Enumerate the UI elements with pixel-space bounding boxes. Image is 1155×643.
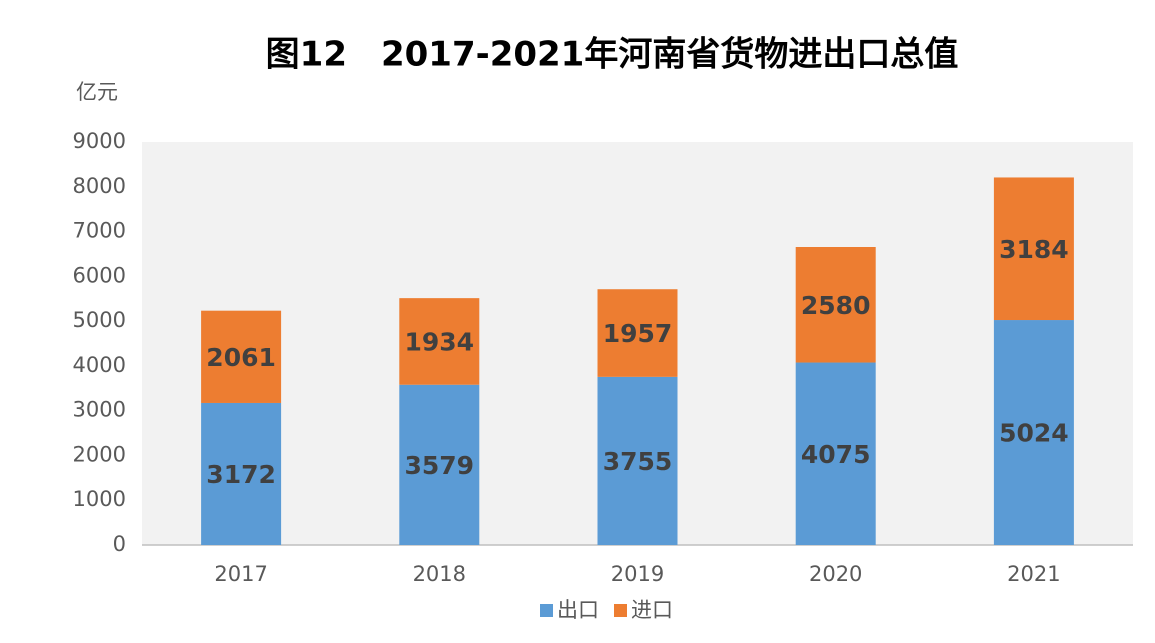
bar-segment — [795, 247, 876, 363]
legend-swatch — [614, 604, 627, 617]
y-tick-label: 0 — [113, 532, 126, 556]
data-label: 3579 — [405, 451, 475, 480]
y-tick-label: 8000 — [73, 174, 126, 198]
data-label: 2580 — [801, 291, 871, 320]
y-tick-label: 9000 — [73, 129, 126, 153]
data-label: 1957 — [603, 319, 673, 348]
bar-segment — [993, 177, 1074, 321]
y-tick-label: 2000 — [73, 442, 126, 466]
x-tick-label: 2018 — [413, 562, 466, 586]
x-tick-label: 2020 — [809, 562, 862, 586]
chart-title: 图12 2017-2021年河南省货物进出口总值 — [266, 35, 959, 75]
data-label: 3172 — [206, 460, 276, 489]
y-axis-unit: 亿元 — [76, 80, 118, 104]
data-label: 4075 — [801, 440, 871, 469]
y-tick-label: 5000 — [73, 308, 126, 332]
bar-segment — [993, 320, 1074, 545]
data-label: 3755 — [603, 447, 673, 476]
bar-segment — [201, 402, 282, 545]
data-label: 1934 — [405, 327, 475, 356]
legend-label: 出口 — [557, 598, 599, 622]
legend-label: 进口 — [631, 598, 673, 622]
data-label: 3184 — [999, 235, 1069, 264]
x-tick-label: 2017 — [214, 562, 267, 586]
data-label: 5024 — [999, 419, 1069, 448]
y-tick-label: 3000 — [73, 398, 126, 422]
bar-segment — [597, 376, 678, 545]
y-tick-label: 6000 — [73, 263, 126, 287]
bar-segment — [399, 384, 480, 545]
bar-segment — [597, 289, 678, 377]
y-tick-label: 7000 — [73, 219, 126, 243]
bar-segment — [399, 298, 480, 385]
bar-segment — [795, 362, 876, 545]
x-tick-label: 2019 — [611, 562, 664, 586]
legend-swatch — [540, 604, 553, 617]
x-tick-label: 2021 — [1007, 562, 1060, 586]
bar-segment — [201, 310, 282, 403]
data-label: 2061 — [206, 343, 276, 372]
y-tick-label: 4000 — [73, 353, 126, 377]
y-tick-label: 1000 — [73, 487, 126, 511]
